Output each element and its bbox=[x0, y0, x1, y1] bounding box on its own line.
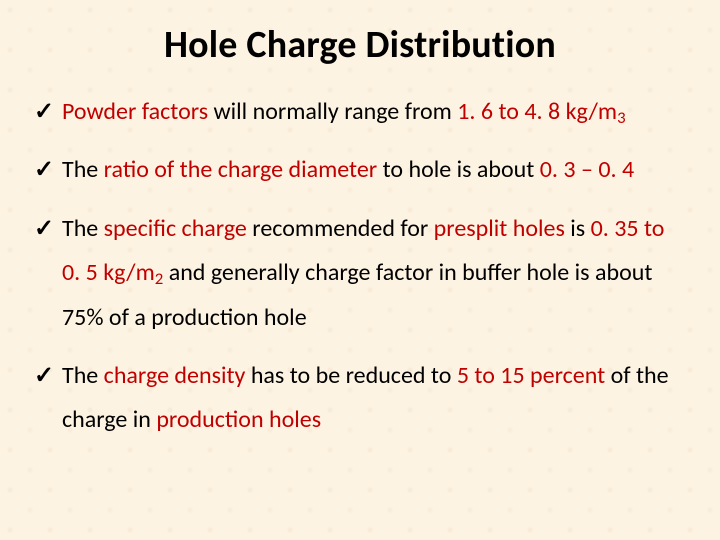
bullet-item: ✓ Powder factors will normally range from… bbox=[34, 90, 686, 134]
highlight-text: specific charge bbox=[104, 214, 247, 243]
highlight-text: presplit holes bbox=[434, 214, 565, 243]
bullet-item: ✓ The charge density has to be reduced to… bbox=[34, 354, 686, 443]
slide-title: Hole Charge Distribution bbox=[34, 22, 686, 68]
highlight-text: charge density bbox=[104, 361, 246, 390]
highlight-text: ratio of the charge diameter bbox=[104, 155, 377, 184]
highlight-text: 2 bbox=[155, 268, 164, 289]
highlight-text: Powder factors bbox=[62, 97, 208, 126]
check-icon: ✓ bbox=[34, 354, 54, 398]
body-text: The bbox=[62, 361, 104, 390]
body-text: to hole is about bbox=[377, 155, 540, 184]
body-text: recommended for bbox=[247, 214, 434, 243]
body-text: The bbox=[62, 214, 104, 243]
highlight-text: production holes bbox=[156, 405, 321, 434]
body-text: will normally range from bbox=[208, 97, 457, 126]
bullet-item: ✓ The specific charge recommended for pre… bbox=[34, 207, 686, 340]
check-icon: ✓ bbox=[34, 207, 54, 251]
bullet-item: ✓ The ratio of the charge diameter to hol… bbox=[34, 148, 686, 192]
check-icon: ✓ bbox=[34, 148, 54, 192]
highlight-text: 3 bbox=[617, 107, 626, 128]
body-text: The bbox=[62, 155, 104, 184]
bullet-list: ✓ Powder factors will normally range from… bbox=[34, 90, 686, 443]
highlight-text: 5 to 15 percent bbox=[457, 361, 605, 390]
highlight-text: 1. 6 to 4. 8 kg/m bbox=[457, 97, 617, 126]
slide: Hole Charge Distribution ✓ Powder factors… bbox=[0, 0, 720, 540]
check-icon: ✓ bbox=[34, 90, 54, 134]
highlight-text: 0. 3 – 0. 4 bbox=[540, 155, 634, 184]
body-text: has to be reduced to bbox=[245, 361, 456, 390]
body-text: is bbox=[565, 214, 591, 243]
